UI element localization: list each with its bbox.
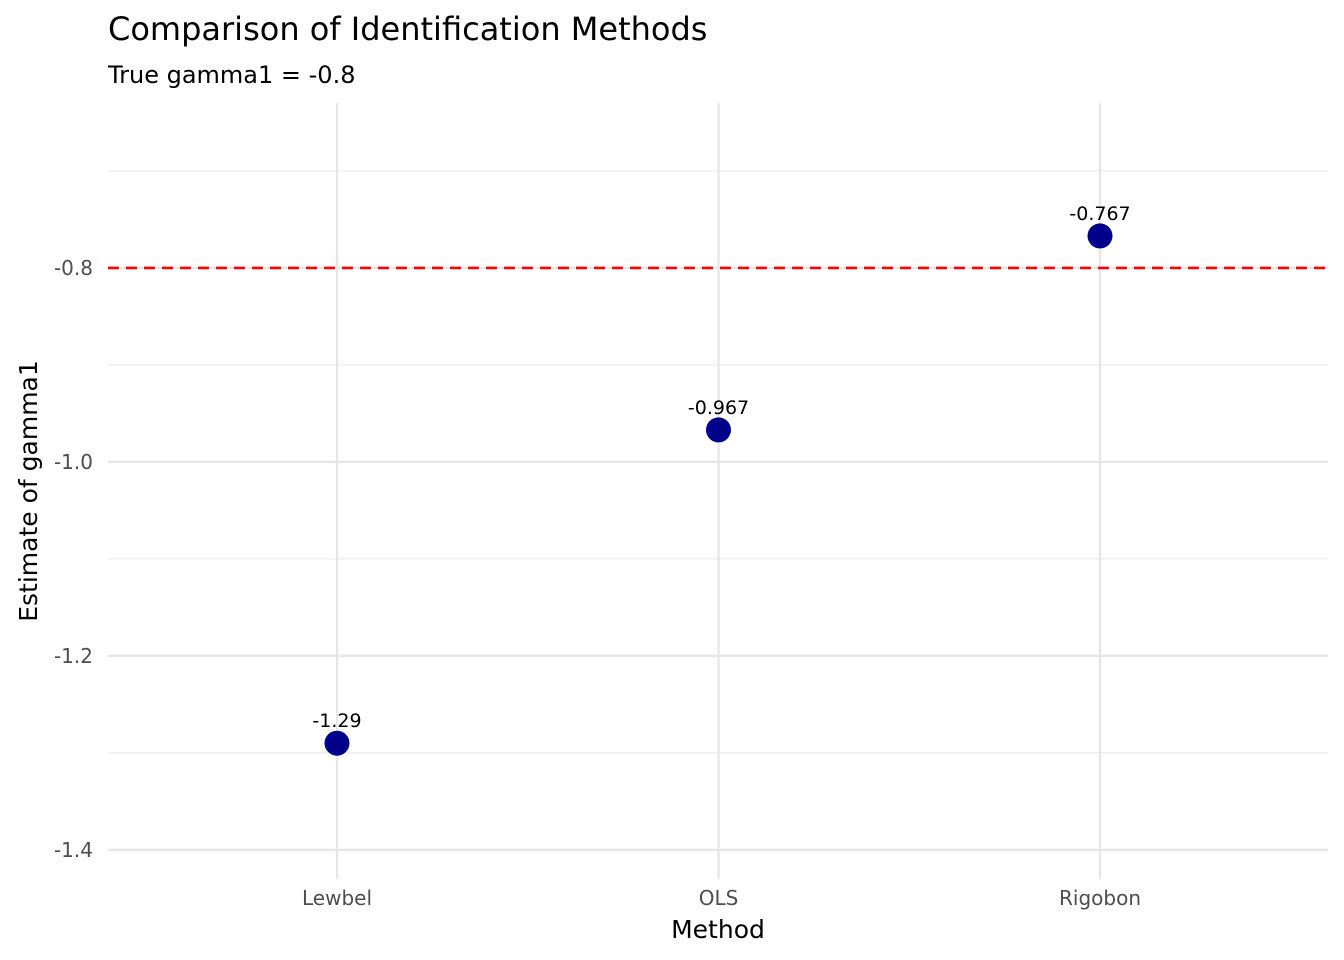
data-label: -0.767 [1069,203,1130,225]
y-tick-label: -1.4 [54,838,93,862]
data-point [706,417,731,443]
y-tick-label: -1.2 [54,644,93,668]
x-tick-label: OLS [699,886,739,910]
x-axis-ticks: Lewbel OLS Rigobon [302,886,1141,910]
x-tick-label: Rigobon [1059,886,1141,910]
data-labels: -1.29 -0.967 -0.767 [312,203,1130,732]
chart-title: Comparison of Identification Methods [108,10,707,48]
chart-subtitle: True gamma1 = -0.8 [107,61,355,89]
y-tick-label: -1.0 [54,450,93,474]
major-gridlines [108,103,1328,879]
x-axis-title: Method [671,915,765,944]
data-point [324,730,350,756]
data-point [1087,223,1113,249]
data-label: -0.967 [688,397,749,419]
x-tick-label: Lewbel [302,886,372,910]
y-axis-ticks: -1.4 -1.2 -1.0 -0.8 [54,256,93,862]
data-points [324,223,1113,756]
data-label: -1.29 [312,710,361,732]
y-axis-title: Estimate of gamma1 [14,360,43,622]
y-tick-label: -0.8 [54,256,93,280]
